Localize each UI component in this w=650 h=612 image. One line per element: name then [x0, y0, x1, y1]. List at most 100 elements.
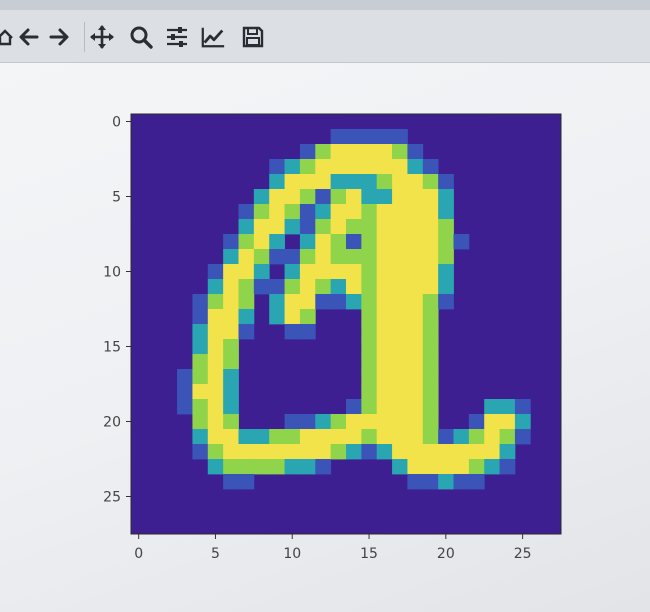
heatmap-cell	[315, 189, 332, 205]
home-button[interactable]	[0, 24, 18, 50]
heatmap-cell	[407, 249, 424, 265]
heatmap-cell	[361, 294, 378, 310]
heatmap-cell	[330, 249, 347, 265]
heatmap-cell	[284, 189, 301, 205]
heatmap-cell	[499, 459, 516, 475]
heatmap-cell	[207, 444, 224, 460]
heatmap-cell	[253, 234, 270, 250]
heatmap-cell	[299, 144, 316, 160]
heatmap-cell	[192, 414, 209, 430]
heatmap-cell	[361, 429, 378, 445]
heatmap-cell	[376, 399, 393, 415]
forward-button[interactable]	[46, 24, 72, 50]
heatmap-cell	[407, 279, 424, 295]
heatmap-cell	[330, 219, 347, 235]
heatmap-cell	[438, 249, 454, 265]
heatmap-cell	[192, 429, 209, 445]
heatmap-cell	[438, 444, 454, 460]
subplots-button[interactable]	[164, 24, 190, 50]
heatmap-cell	[177, 399, 193, 415]
heatmap-cell	[407, 294, 424, 310]
heatmap-cell	[238, 279, 255, 295]
heatmap-cell	[238, 324, 255, 340]
y-tick-label: 5	[112, 190, 121, 206]
heatmap-cell	[253, 444, 270, 460]
heatmap-cell	[422, 219, 439, 235]
heatmap-cell	[238, 219, 255, 235]
heatmap-cell	[392, 204, 408, 220]
heatmap-cell	[238, 294, 255, 310]
heatmap-cell	[468, 414, 485, 430]
heatmap-cell	[238, 429, 255, 445]
heatmap-cell	[361, 129, 378, 145]
pan-button[interactable]	[89, 24, 115, 50]
heatmap-cell	[223, 324, 239, 340]
heatmap-cell	[192, 339, 209, 355]
heatmap-cell	[223, 354, 239, 370]
heatmap-cell	[376, 384, 393, 400]
heatmap-cell	[207, 279, 224, 295]
heatmap-cell	[346, 399, 362, 415]
heatmap-cell	[453, 459, 470, 475]
heatmap-cell	[392, 189, 408, 205]
heatmap-cell	[269, 234, 285, 250]
heatmap-cell	[253, 204, 270, 220]
heatmap-cell	[346, 219, 362, 235]
heatmap-cell	[484, 399, 500, 415]
heatmap-cell	[422, 339, 439, 355]
heatmap-cell	[392, 309, 408, 325]
heatmap-cell	[361, 234, 378, 250]
heatmap-cell	[438, 174, 454, 190]
heatmap-cell	[284, 174, 301, 190]
heatmap-cell	[223, 369, 239, 385]
heatmap-cell	[392, 459, 408, 475]
heatmap-cell	[361, 369, 378, 385]
heatmap-cell	[315, 174, 332, 190]
heatmap-cell	[330, 189, 347, 205]
heatmap-cell	[330, 159, 347, 175]
heatmap-cell	[269, 279, 285, 295]
heatmap-cell	[361, 204, 378, 220]
save-button[interactable]	[240, 24, 266, 50]
zoom-button[interactable]	[128, 24, 154, 50]
heatmap-cell	[422, 309, 439, 325]
heatmap-cell	[330, 204, 347, 220]
heatmap-cell	[299, 294, 316, 310]
heatmap-cell	[223, 339, 239, 355]
heatmap-cell	[438, 294, 454, 310]
heatmap-cell	[192, 399, 209, 415]
heatmap-cell	[315, 204, 332, 220]
heatmap-cell	[376, 279, 393, 295]
move-icon	[90, 25, 114, 49]
heatmap-cell	[299, 234, 316, 250]
y-tick-label: 20	[103, 415, 121, 431]
heatmap-cell	[284, 429, 301, 445]
heatmap-cell	[392, 159, 408, 175]
x-tick-label: 5	[211, 546, 220, 562]
heatmap-cell	[407, 429, 424, 445]
heatmap-cell	[284, 324, 301, 340]
heatmap-cell	[392, 324, 408, 340]
heatmap-cell	[422, 189, 439, 205]
heatmap-cell	[422, 384, 439, 400]
y-tick-label: 25	[103, 490, 121, 506]
heatmap-cell	[284, 219, 301, 235]
heatmap-cell	[376, 234, 393, 250]
heatmap-cell	[330, 129, 347, 145]
heatmap-cell	[361, 279, 378, 295]
heatmap-cell	[376, 309, 393, 325]
heatmap-cell	[299, 309, 316, 325]
heatmap-cell	[330, 264, 347, 280]
navigation-toolbar	[0, 10, 650, 63]
x-tick-label: 15	[360, 546, 378, 562]
heatmap-cell	[299, 204, 316, 220]
back-button[interactable]	[16, 24, 42, 50]
heatmap-cell	[392, 399, 408, 415]
heatmap-cell	[299, 219, 316, 235]
heatmap-cell	[207, 399, 224, 415]
axes-edit-button[interactable]	[200, 24, 226, 50]
y-tick-label: 0	[112, 115, 121, 131]
heatmap-cell	[361, 309, 378, 325]
heatmap-cell	[422, 414, 439, 430]
